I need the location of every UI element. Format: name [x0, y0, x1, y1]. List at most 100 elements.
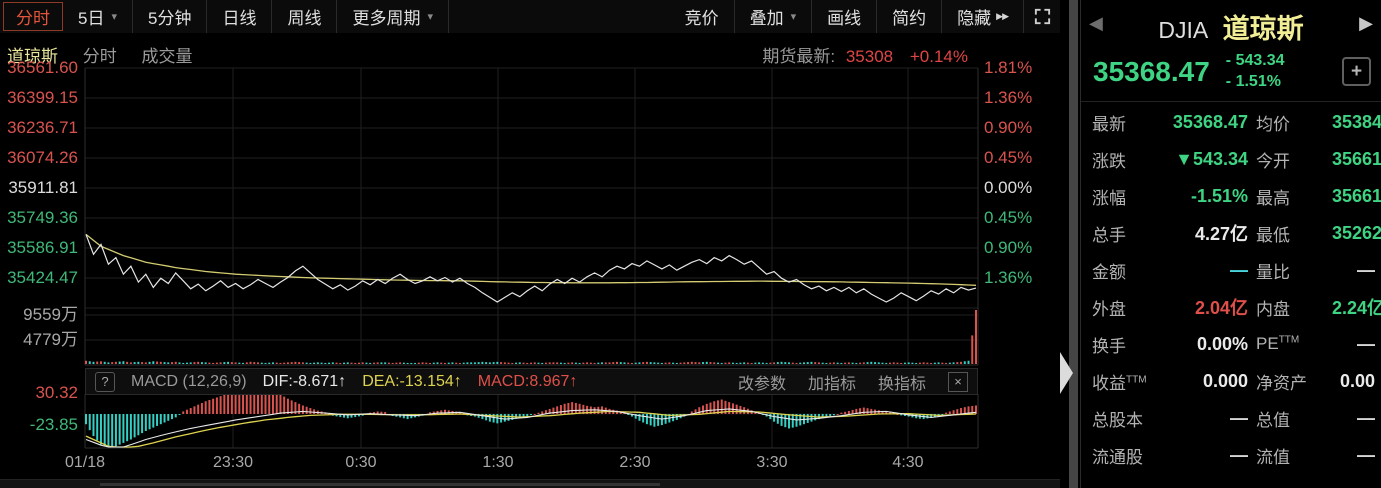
stat-label: 涨幅	[1092, 188, 1126, 208]
period-tabs: 分时 5日 ▾ 5分钟 日线 周线 更多周期 ▾	[0, 0, 449, 33]
tab-more-periods-label: 更多周期	[352, 9, 421, 28]
tab-weekly[interactable]: 周线	[272, 0, 338, 33]
stat-label: 最高	[1256, 188, 1290, 208]
stats-row: 金额 — 量比 —	[1092, 252, 1375, 289]
price-axis-label: 35586.91	[7, 238, 78, 257]
tab-5day-label: 5日	[78, 9, 105, 28]
last-price: 35368.47	[1093, 55, 1210, 87]
stat-value: —	[1357, 444, 1375, 465]
stat-value: 35262.02	[1332, 222, 1381, 243]
stats-row: 外盘 2.04亿 内盘 2.24亿	[1092, 289, 1381, 326]
volume-label: 成交量	[141, 47, 193, 66]
price-change-pct: - 1.51%	[1225, 72, 1281, 90]
macd-info-bar: ? MACD (12,26,9) DIF:-8.671↑ DEA:-13.154…	[85, 368, 978, 395]
stat-label: 净资产	[1256, 373, 1307, 393]
pct-axis-label: 1.81%	[984, 58, 1033, 77]
add-indicator-link[interactable]: 加指标	[807, 375, 856, 393]
chart-area: 道琼斯 分时 成交量 期货最新: 35308 +0.14% ? MACD (12…	[0, 33, 1060, 488]
price-axis-label: 36074.26	[7, 148, 78, 167]
scrollbar-thumb[interactable]	[100, 483, 660, 486]
tab-daily[interactable]: 日线	[207, 0, 273, 33]
futures-quote: 期货最新: 35308 +0.14%	[762, 42, 968, 67]
tab-5day[interactable]: 5日 ▾	[63, 0, 133, 33]
next-stock-icon[interactable]: ▶	[1359, 13, 1373, 33]
stat-label: 换手	[1092, 336, 1126, 356]
price-axis-label: 35749.36	[7, 208, 78, 227]
stat-value: —	[1230, 407, 1248, 428]
button-overlay[interactable]: 叠加 ▾	[735, 0, 813, 33]
stat-value: 4.27亿	[1194, 224, 1248, 245]
tab-daily-label: 日线	[222, 9, 257, 28]
price-change: - 543.34	[1225, 52, 1285, 69]
button-hide[interactable]: 隐藏 ▶▶	[942, 0, 1024, 33]
stat-label: PETTM	[1256, 334, 1300, 354]
stat-value: 35661.76	[1332, 148, 1381, 169]
tab-more-periods[interactable]: 更多周期 ▾	[337, 0, 449, 33]
stat-value: 2.24亿	[1332, 298, 1381, 319]
stats-row: 换手 0.00% PETTM —	[1092, 326, 1375, 363]
toolbar: 分时 5日 ▾ 5分钟 日线 周线 更多周期 ▾ 竞价 叠加 ▾ 画线 简约 隐藏 ▶▶	[0, 0, 1060, 34]
stat-label: 均价	[1256, 114, 1290, 134]
indicator-actions: 改参数 加指标 换指标	[738, 370, 926, 394]
tab-time-sharing-label: 分时	[16, 9, 50, 28]
stat-label: 最低	[1256, 225, 1290, 245]
macd-axis-label: 30.32	[35, 383, 78, 402]
switch-indicator-link[interactable]: 换指标	[877, 375, 926, 393]
stat-value: 0.000	[1202, 370, 1248, 391]
tab-5min-label: 5分钟	[148, 9, 192, 28]
divider-strip[interactable]	[1069, 0, 1078, 488]
pct-axis-label: 1.36%	[984, 88, 1033, 107]
fullscreen-button[interactable]	[1024, 0, 1060, 33]
stat-value: 35384.99	[1332, 111, 1381, 132]
stat-label: 流值	[1256, 447, 1290, 467]
stat-label: 总股本	[1092, 410, 1143, 430]
change-params-link[interactable]: 改参数	[737, 375, 786, 393]
close-indicator-icon[interactable]: ×	[948, 371, 968, 392]
help-icon[interactable]: ?	[95, 371, 115, 392]
stat-value: —	[1357, 407, 1375, 428]
stat-value: -1.51%	[1190, 185, 1248, 206]
futures-change: +0.14%	[909, 47, 968, 66]
stats-row: 总股本 — 总值 —	[1092, 400, 1375, 437]
stats-row: 涨幅 -1.51% 最高 35661.76	[1092, 178, 1381, 215]
dif-value: DIF:-8.671↑	[262, 372, 347, 390]
macd-axis-label: -23.85	[29, 415, 78, 434]
intraday-chart[interactable]	[0, 33, 1060, 488]
macd-params-label: MACD (12,26,9)	[131, 372, 247, 390]
button-hide-label: 隐藏	[957, 9, 992, 28]
index-name-label: 道琼斯	[7, 47, 58, 66]
volume-axis-label: 4779万	[23, 330, 78, 349]
dea-value: DEA:-13.154↑	[362, 372, 462, 390]
pct-axis-label: 1.36%	[984, 268, 1033, 287]
time-axis-label: 0:30	[345, 454, 377, 471]
button-simple[interactable]: 简约	[877, 0, 943, 33]
horizontal-scrollbar[interactable]	[0, 479, 1060, 488]
stat-value: —	[1357, 259, 1375, 280]
pct-axis-label: 0.45%	[984, 148, 1033, 167]
button-bidding[interactable]: 竞价	[670, 0, 735, 33]
prev-stock-icon[interactable]: ◀	[1089, 13, 1103, 33]
tab-time-sharing[interactable]: 分时	[3, 2, 63, 31]
stat-label: 量比	[1256, 262, 1290, 282]
chart-mode-label: 分时	[82, 47, 117, 66]
price-axis-label: 36399.15	[7, 88, 78, 107]
time-axis-label: 4:30	[892, 454, 924, 471]
stats-row: 收益TTM 0.000 净资产 0.00	[1092, 363, 1375, 400]
tab-5min[interactable]: 5分钟	[133, 0, 208, 33]
time-axis-label: 1:30	[482, 454, 514, 471]
chevron-down-icon: ▾	[790, 11, 797, 23]
add-to-watchlist-button[interactable]: +	[1342, 57, 1371, 87]
collapse-handle-icon[interactable]	[1060, 352, 1073, 394]
button-draw-line[interactable]: 画线	[812, 0, 878, 33]
stock-name: 道琼斯	[1222, 14, 1304, 44]
price-axis-label: 35911.81	[8, 178, 78, 197]
price-axis-label: 36561.60	[7, 58, 78, 77]
stat-label: 内盘	[1256, 299, 1290, 319]
stat-value: 0.00%	[1196, 333, 1248, 354]
stat-label: 金额	[1092, 262, 1126, 282]
stat-label: 总值	[1256, 410, 1290, 430]
button-overlay-label: 叠加	[749, 9, 784, 28]
chevron-down-icon: ▾	[427, 11, 433, 23]
